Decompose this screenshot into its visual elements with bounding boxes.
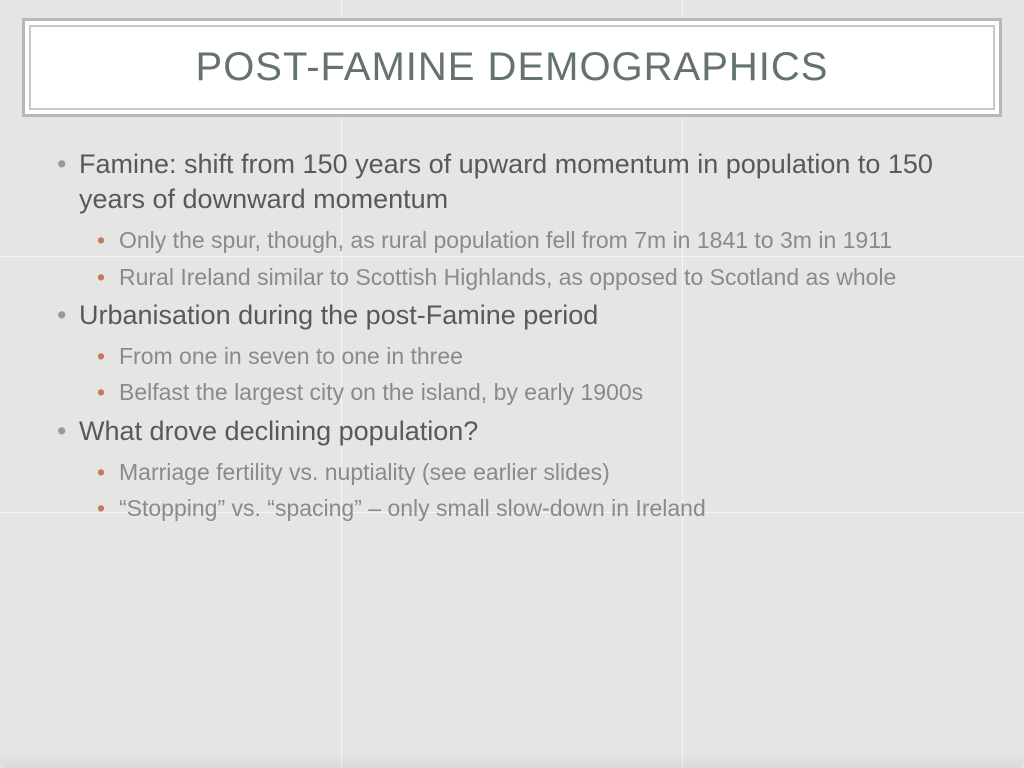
sub-list-item: Rural Ireland similar to Scottish Highla… (97, 262, 967, 292)
sub-list: From one in seven to one in three Belfas… (79, 341, 967, 408)
slide-title: POST-FAMINE DEMOGRAPHICS (51, 45, 973, 90)
sub-list-item: Marriage fertility vs. nuptiality (see e… (97, 457, 967, 487)
sub-list-item: “Stopping” vs. “spacing” – only small sl… (97, 493, 967, 523)
bullet-text: Famine: shift from 150 years of upward m… (79, 149, 933, 214)
sub-list-item: From one in seven to one in three (97, 341, 967, 371)
bottom-shadow (0, 754, 1024, 768)
sub-list-item: Only the spur, though, as rural populati… (97, 225, 967, 255)
title-inner-border: POST-FAMINE DEMOGRAPHICS (29, 25, 995, 110)
list-item: Famine: shift from 150 years of upward m… (57, 147, 967, 292)
bullet-text: Urbanisation during the post-Famine peri… (79, 300, 598, 330)
bullet-text: What drove declining population? (79, 416, 478, 446)
content-area: Famine: shift from 150 years of upward m… (22, 147, 1002, 524)
sub-list-item: Belfast the largest city on the island, … (97, 377, 967, 407)
list-item: What drove declining population? Marriag… (57, 414, 967, 524)
list-item: Urbanisation during the post-Famine peri… (57, 298, 967, 408)
bullet-list: Famine: shift from 150 years of upward m… (57, 147, 967, 524)
title-container: POST-FAMINE DEMOGRAPHICS (22, 18, 1002, 117)
slide: POST-FAMINE DEMOGRAPHICS Famine: shift f… (0, 0, 1024, 768)
sub-list: Only the spur, though, as rural populati… (79, 225, 967, 292)
sub-list: Marriage fertility vs. nuptiality (see e… (79, 457, 967, 524)
